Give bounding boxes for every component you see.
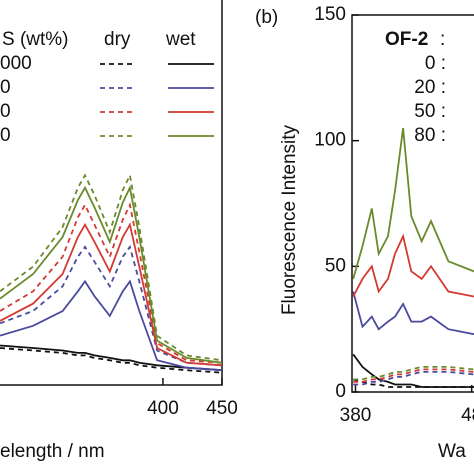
- legend-row-label: 000: [0, 53, 32, 74]
- y-tick-label: 50: [325, 255, 346, 276]
- legend-header: OF-2: [385, 29, 428, 50]
- series-line: [0, 202, 223, 364]
- legend-row-label: 80 :: [414, 125, 446, 146]
- series-line: [353, 371, 474, 386]
- plot-frame: [351, 14, 474, 393]
- x-tick-label: 400: [147, 398, 179, 419]
- x-tick-label: 48: [461, 405, 474, 426]
- legend-column: dry: [104, 29, 131, 50]
- legend-separator: :: [440, 29, 445, 50]
- series-line: [0, 244, 223, 367]
- y-tick-label: 150: [314, 4, 346, 25]
- y-tick-label: 100: [314, 130, 346, 151]
- series-line: [0, 344, 223, 372]
- legend-row-label: 0: [0, 101, 11, 122]
- legend-row-label: 0: [0, 125, 11, 146]
- series-line: [0, 347, 223, 374]
- legend-row-label: 0: [0, 77, 11, 98]
- series-line: [352, 233, 474, 298]
- x-axis-label: elength / nm: [0, 441, 105, 462]
- series-line: [0, 279, 223, 372]
- legend-row-label: 50 :: [414, 101, 446, 122]
- x-tick-label: 380: [340, 405, 372, 426]
- series-line: [352, 127, 474, 280]
- legend-row-label: 0 :: [425, 53, 446, 74]
- y-axis-label: Fluorescence Intensity: [279, 124, 300, 315]
- series-line: [353, 366, 474, 381]
- x-axis-label: Wa: [438, 441, 466, 462]
- series-line: [352, 291, 474, 336]
- series-line: [353, 368, 474, 383]
- plot-frame: [0, 0, 223, 386]
- series-line: [0, 222, 223, 367]
- series-line: [352, 353, 474, 388]
- legend-header: S (wt%): [2, 29, 69, 50]
- legend-column: wet: [165, 29, 196, 50]
- legend-row-label: 20 :: [414, 77, 446, 98]
- x-tick-label: 450: [206, 398, 238, 419]
- series-line: [0, 184, 223, 364]
- y-tick-label: 0: [335, 381, 346, 402]
- panel-label: (b): [255, 7, 278, 28]
